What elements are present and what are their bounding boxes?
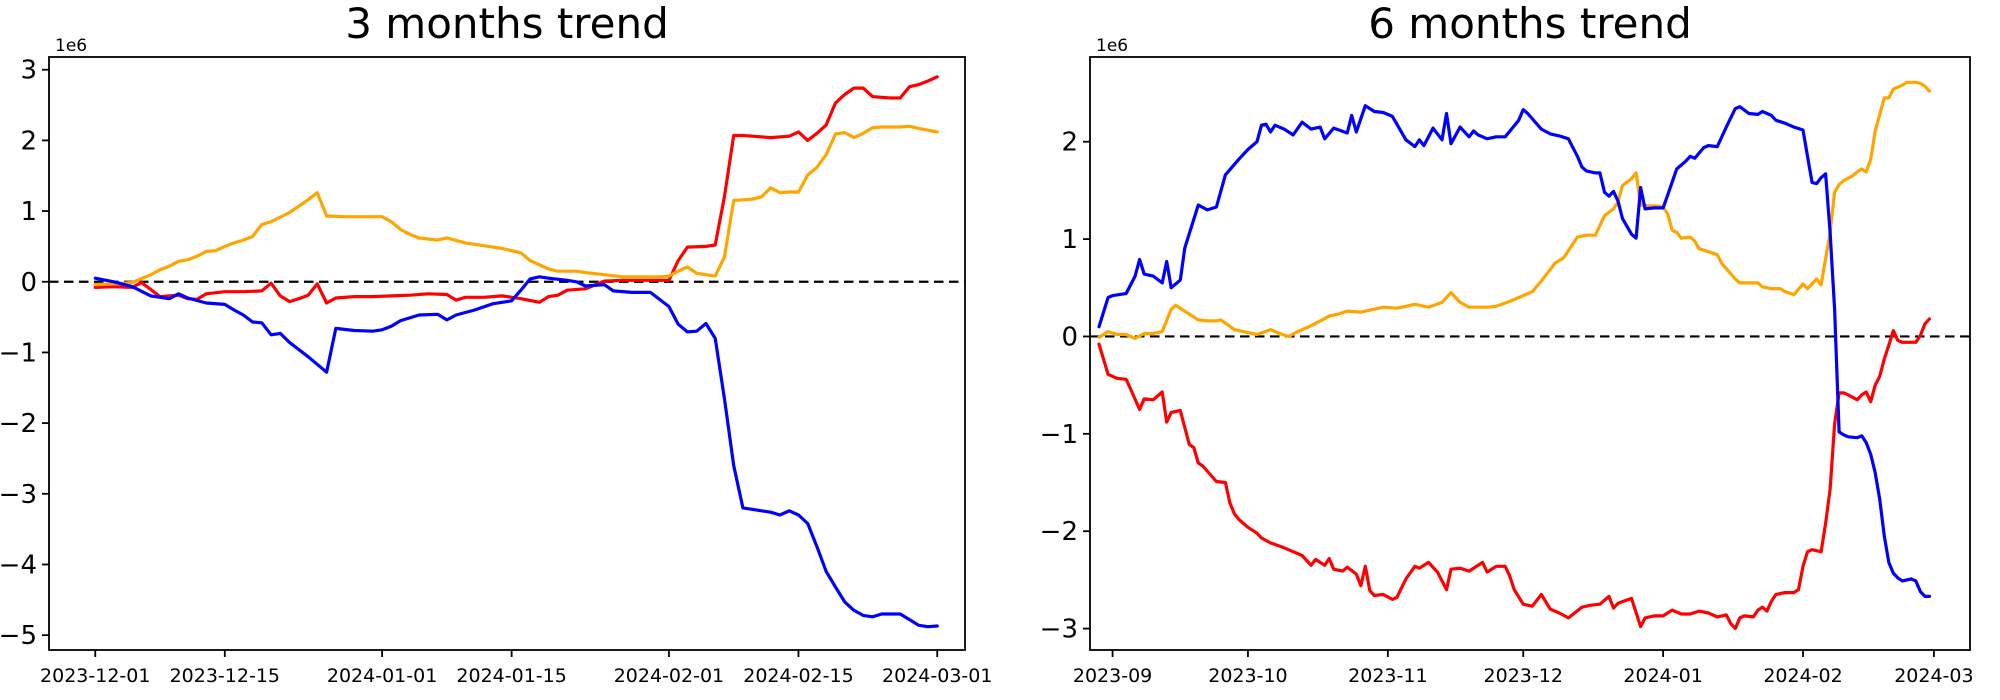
- y-tick-label: 1: [20, 197, 37, 227]
- x-tick-label: 2023-10: [1208, 665, 1287, 687]
- y-tick-label: 3: [20, 56, 37, 86]
- series-red-line: [1097, 317, 1931, 631]
- y-tick-label: −3: [0, 480, 37, 510]
- y-tick-label: −3: [1040, 615, 1078, 645]
- x-tick-label: 2023-09: [1073, 665, 1152, 687]
- x-tick-label: 2024-02-15: [743, 665, 853, 687]
- y-tick-label: 2: [1061, 128, 1078, 158]
- y-tick-label: −2: [0, 409, 37, 439]
- x-tick-label: 2023-12-01: [40, 665, 150, 687]
- plot-frame: [48, 56, 966, 651]
- x-tick-label: 2023-12: [1484, 665, 1563, 687]
- x-tick-label: 2023-11: [1348, 665, 1427, 687]
- plot-frame: [1089, 56, 1971, 651]
- y-tick-label: −5: [0, 621, 37, 651]
- chart-1: 2023-09 2023-10 2023-11 2023-12 2024-01 2024-…: [1040, 36, 1974, 687]
- x-tick-label: 2024-02-01: [614, 665, 724, 687]
- y-tick-label: 0: [20, 268, 37, 298]
- chart-title-6-months: 6 months trend: [1368, 0, 1692, 48]
- series-blue-line: [93, 275, 939, 629]
- chart-title-3-months: 3 months trend: [345, 0, 669, 48]
- series-orange-line: [93, 124, 939, 287]
- x-tick-label: 2024-01-01: [327, 665, 437, 687]
- y-tick-label: 1: [1061, 225, 1078, 255]
- x-tick-label: 2024-02: [1763, 665, 1842, 687]
- y-tick-label: −2: [1040, 517, 1078, 547]
- x-tick-label: 2024-01: [1623, 665, 1702, 687]
- y-tick-label: −1: [1040, 420, 1078, 450]
- chart-0: 2023-12-01 2023-12-15 2024-01-01 2024-01-15…: [0, 36, 992, 687]
- series-orange-line: [1097, 80, 1931, 340]
- y-tick-label: −4: [0, 550, 37, 580]
- x-tick-label: 2024-03-01: [882, 665, 992, 687]
- series-red-line: [93, 75, 939, 305]
- x-tick-label: 2023-12-15: [170, 665, 280, 687]
- y-tick-label: −1: [0, 338, 37, 368]
- y-tick-label: 0: [1061, 322, 1078, 352]
- x-tick-label: 2024-03: [1894, 665, 1973, 687]
- y-axis-offset-label: 1e6: [1096, 36, 1128, 56]
- series-blue-line: [1097, 104, 1931, 598]
- x-tick-label: 2024-01-15: [456, 665, 566, 687]
- y-tick-label: 2: [20, 126, 37, 156]
- y-axis-offset-label: 1e6: [55, 36, 87, 56]
